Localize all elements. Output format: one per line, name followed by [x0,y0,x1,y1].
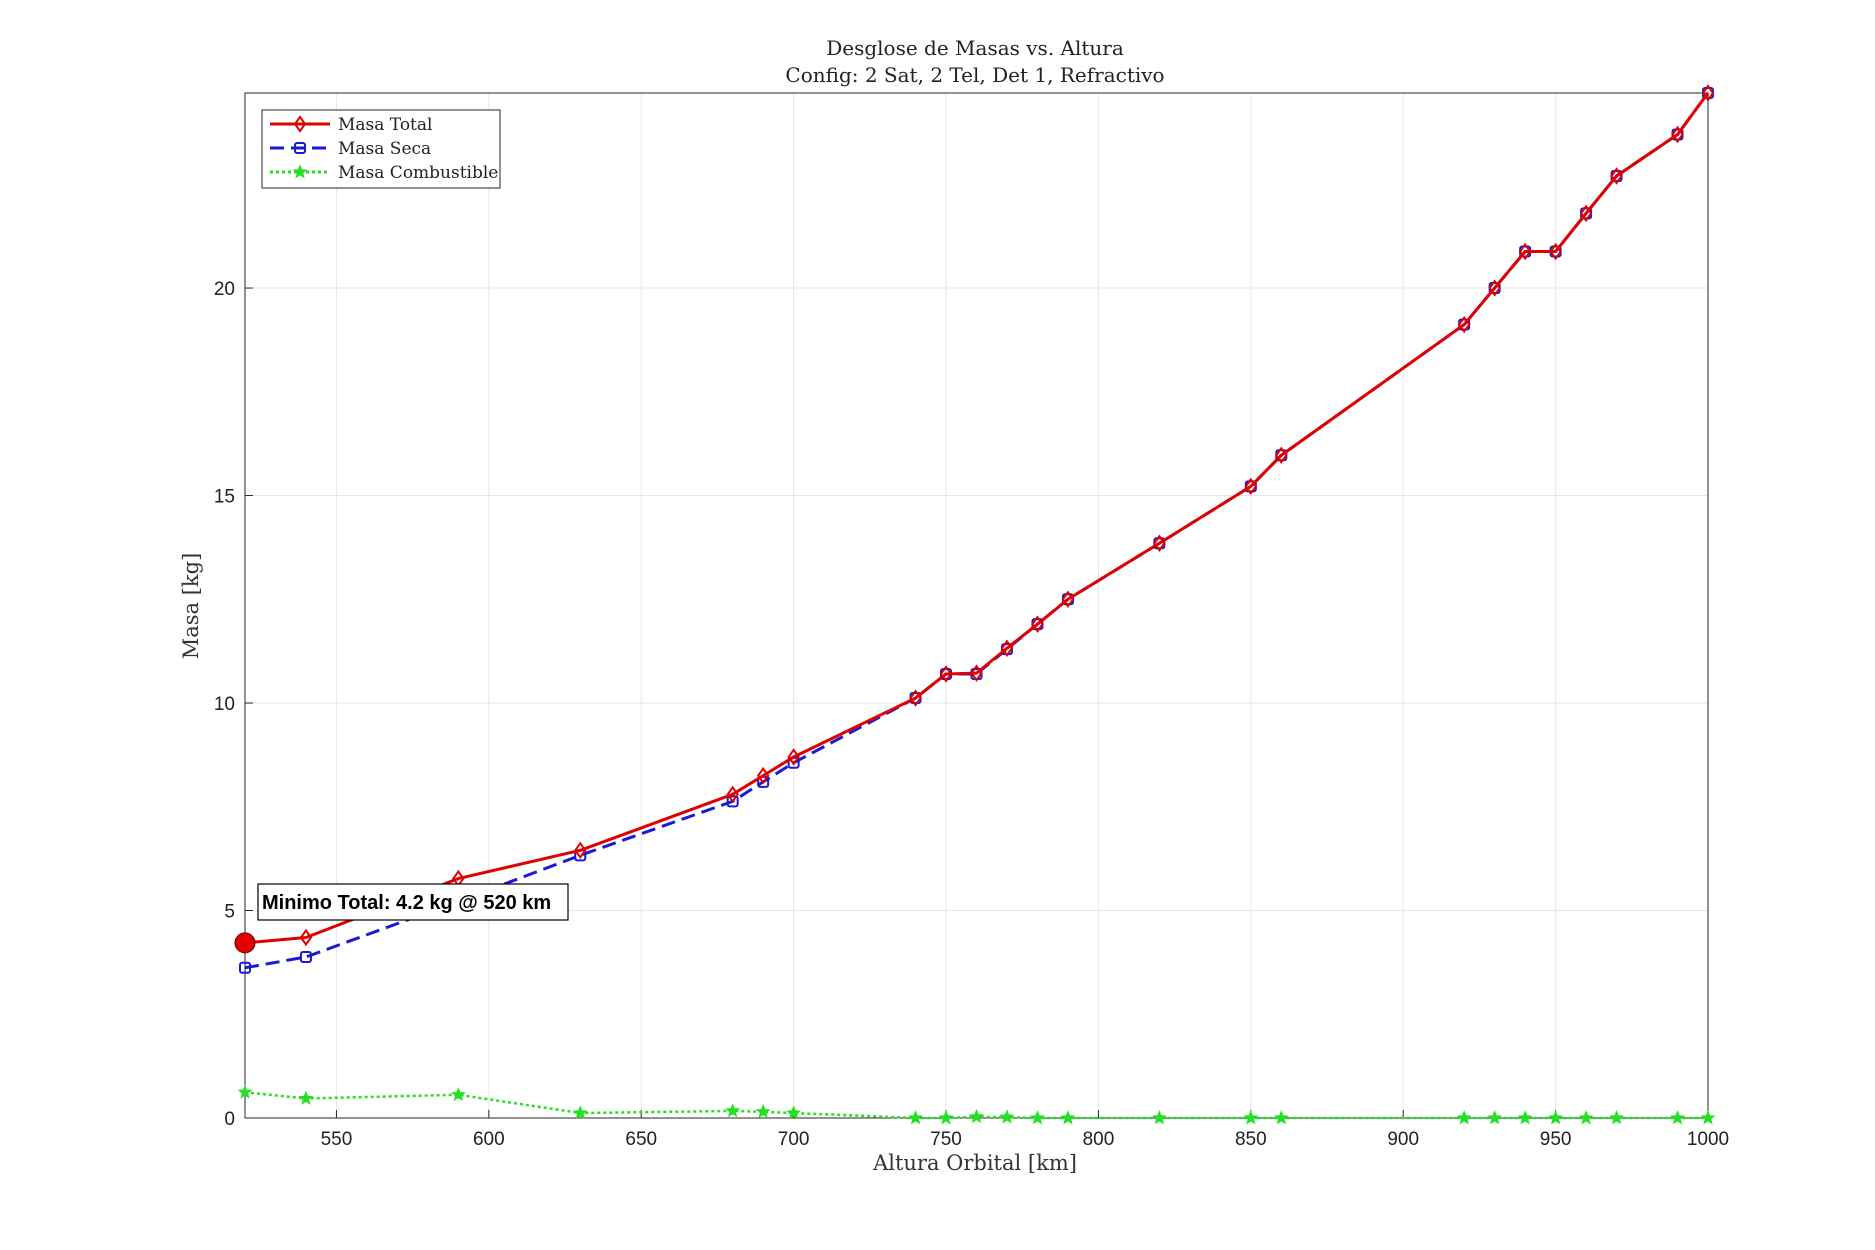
data-point [999,1109,1015,1124]
x-tick-label: 750 [930,1129,962,1150]
x-tick-label: 950 [1540,1129,1572,1150]
y-tick-label: 15 [214,487,235,508]
y-axis-label: Masa [kg] [179,553,203,660]
data-point [1061,590,1075,608]
axis-ticks: 550 600 650 700 750 800 850 900 950 1000 0 5 10 15 20 [214,279,1729,1150]
data-point [572,1105,588,1120]
data-point [1578,1110,1594,1125]
data-point [1029,1110,1045,1125]
y-tick-label: 5 [224,902,235,923]
data-point [909,689,922,707]
y-tick-label: 10 [214,694,235,715]
data-point [1548,1110,1564,1125]
x-tick-label: 900 [1387,1129,1419,1150]
data-point [1549,242,1562,261]
data-point [1244,477,1258,496]
data-point [1517,1110,1533,1125]
data-point [970,664,983,682]
data-point [239,961,251,974]
x-tick-label: 550 [321,1129,353,1150]
data-point [1700,1110,1716,1125]
data-point [1153,534,1166,552]
data-point [1610,167,1623,185]
data-point [1060,1110,1076,1125]
x-tick-label: 1000 [1687,1129,1729,1150]
data-point [939,665,953,683]
data-point [1670,1110,1686,1125]
x-axis-label: Altura Orbital [km] [872,1151,1077,1175]
annotation-box [257,883,569,921]
data-point [1671,125,1684,144]
chart-title: Desglose de Masas vs. Altura [826,36,1124,60]
y-tick-label: 20 [214,279,235,300]
y-tick-label: 0 [224,1109,235,1130]
series-masa-combustible [237,1084,1716,1125]
data-point [298,1090,314,1105]
chart-subtitle: Config: 2 Sat, 2 Tel, Det 1, Refractivo [785,63,1164,87]
data-point [1000,639,1014,657]
data-point [1518,242,1532,261]
x-tick-label: 650 [625,1129,657,1150]
data-point [450,1086,466,1102]
data-point [1609,1110,1625,1125]
data-point [299,950,312,963]
legend-marker [292,164,308,179]
data-point [1579,204,1593,223]
x-tick-label: 850 [1235,1129,1267,1150]
data-point [1243,1110,1259,1125]
data-point [755,1103,771,1119]
data-point [1701,84,1715,102]
data-point [1487,1110,1503,1125]
series-line [244,1091,1708,1120]
data-point [237,1084,253,1099]
annotation-text: Minimo Total: 4.2 kg @ 520 km [262,892,551,914]
data-point [726,795,739,808]
data-point [1273,1110,1289,1125]
legend-marker [294,142,306,154]
data-point [726,785,739,804]
data-point [1488,279,1501,297]
data-point [1275,446,1288,464]
series-line [244,92,1710,945]
data-point [938,1110,954,1125]
legend-label: Masa Seca [338,139,431,159]
annotation: Minimo Total: 4.2 kg @ 520 km [234,883,569,954]
data-point [725,1103,741,1118]
data-point [756,766,770,785]
data-point [969,1108,984,1124]
minimum-marker [234,932,256,954]
x-tick-label: 600 [473,1129,505,1150]
data-point [787,748,800,766]
data-point [786,1105,802,1120]
x-tick-label: 800 [1083,1129,1115,1150]
legend-label: Masa Total [338,115,432,135]
x-tick-label: 700 [778,1129,810,1150]
data-point [908,1110,924,1125]
data-point [1456,1110,1472,1125]
data-point [299,928,313,947]
data-point [574,841,587,860]
legend-marker [293,115,307,133]
data-point [1457,315,1471,334]
data-point [1031,615,1044,633]
legend-label: Masa Combustible [338,163,498,183]
legend: Masa Total Masa Seca Masa Combustible [261,109,501,189]
data-point [1151,1110,1167,1125]
